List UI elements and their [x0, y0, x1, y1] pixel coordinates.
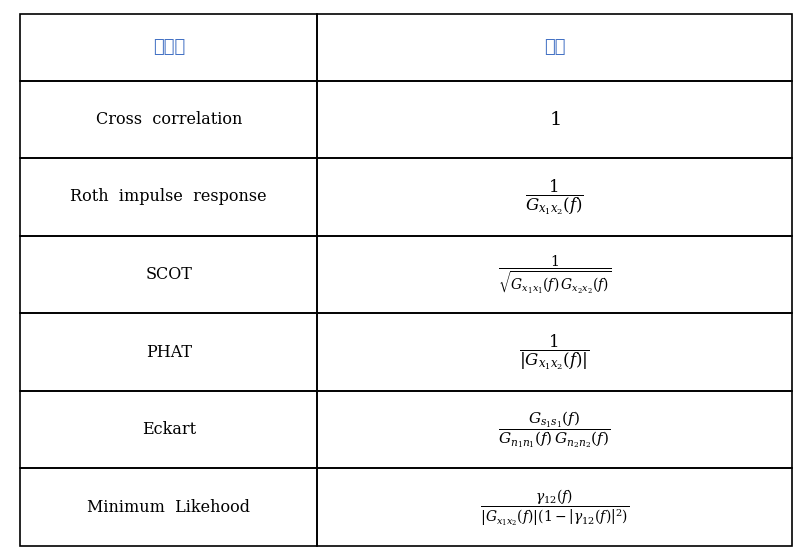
Text: PHAT: PHAT: [146, 343, 191, 361]
Text: 함수: 함수: [543, 38, 564, 56]
Bar: [20, 391, 317, 468]
Bar: [20, 81, 317, 158]
Text: Cross  correlation: Cross correlation: [96, 111, 242, 128]
Text: $\dfrac{G_{s_1 s_1}(f)}{G_{n_1 n_1}(f)\,G_{n_2 n_2}(f)}$: $\dfrac{G_{s_1 s_1}(f)}{G_{n_1 n_1}(f)\,…: [498, 409, 610, 450]
Bar: [20, 468, 317, 546]
Bar: [317, 158, 791, 236]
Text: $\dfrac{1}{G_{x_1 x_2}(f)}$: $\dfrac{1}{G_{x_1 x_2}(f)}$: [525, 177, 583, 217]
Bar: [317, 14, 791, 81]
Text: Minimum  Likehood: Minimum Likehood: [88, 499, 250, 516]
Bar: [20, 158, 317, 236]
Bar: [317, 391, 791, 468]
Bar: [20, 313, 317, 391]
Bar: [317, 81, 791, 158]
Text: 함수명: 함수명: [152, 38, 185, 56]
Text: Eckart: Eckart: [142, 421, 195, 438]
Text: $\dfrac{1}{\left|G_{x_1 x_2}(f)\right|}$: $\dfrac{1}{\left|G_{x_1 x_2}(f)\right|}$: [518, 332, 589, 372]
Bar: [317, 313, 791, 391]
Bar: [20, 236, 317, 313]
Bar: [317, 468, 791, 546]
Bar: [20, 14, 317, 81]
Text: $\dfrac{1}{\sqrt{G_{x_1 x_1}(f)\,G_{x_2 x_2}(f)}}$: $\dfrac{1}{\sqrt{G_{x_1 x_1}(f)\,G_{x_2 …: [497, 253, 611, 296]
Text: Roth  impulse  response: Roth impulse response: [71, 188, 267, 206]
Text: SCOT: SCOT: [145, 266, 192, 283]
Text: $\dfrac{\gamma_{12}(f)}{\left|G_{x_1 x_2}(f)\right|\left(1-\left|\gamma_{12}(f)\: $\dfrac{\gamma_{12}(f)}{\left|G_{x_1 x_2…: [479, 487, 629, 528]
Bar: [317, 236, 791, 313]
Text: $1$: $1$: [548, 110, 560, 129]
